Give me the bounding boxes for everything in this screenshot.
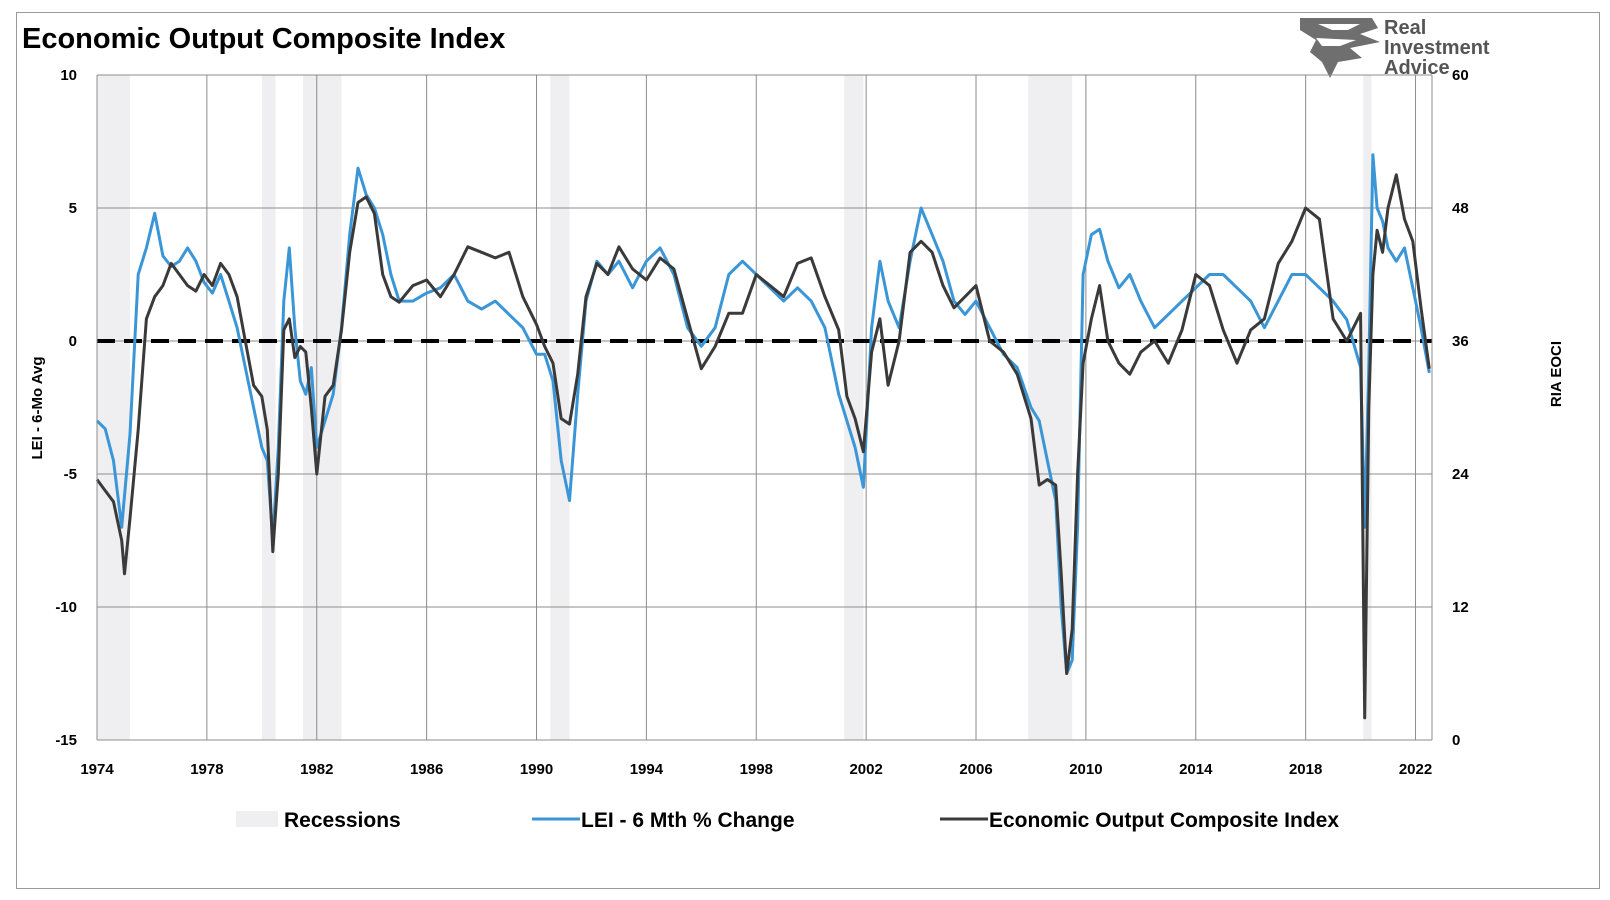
recession-bands [97, 75, 1372, 740]
y-tick-left-label: -10 [55, 599, 77, 616]
x-tick-label: 2010 [1069, 761, 1102, 778]
logo-text-line2: Investment [1384, 37, 1490, 59]
axes: 10 5 0 -5 -10 -15 60 48 36 24 12 0 1974 1978 1982 1986 1… [55, 67, 1469, 778]
y-tick-left-label: -5 [64, 466, 77, 483]
y-tick-right-label: 36 [1452, 333, 1469, 350]
y-tick-right-label: 48 [1452, 200, 1469, 217]
legend-label-recessions: Recessions [284, 809, 401, 832]
logo-text-line3: Advice [1384, 57, 1450, 79]
chart-title: Economic Output Composite Index [22, 23, 505, 55]
y-tick-left-label: 5 [69, 200, 77, 217]
legend-item-eoci[interactable]: Economic Output Composite Index [940, 809, 1339, 832]
y-tick-left-label: 0 [69, 333, 77, 350]
recession-band-0 [97, 75, 130, 740]
x-tick-label: 1990 [520, 761, 553, 778]
x-tick-label: 2022 [1399, 761, 1432, 778]
legend-label-lei: LEI - 6 Mth % Change [581, 809, 795, 832]
y-tick-right-label: 12 [1452, 599, 1469, 616]
x-tick-label: 1982 [300, 761, 333, 778]
x-tick-label: 2002 [849, 761, 882, 778]
y-axis-right-title: RIA EOCI [1548, 341, 1565, 407]
x-tick-label: 2006 [959, 761, 992, 778]
eagle-head-icon [1300, 18, 1380, 78]
legend-label-eoci: Economic Output Composite Index [989, 809, 1339, 832]
x-tick-label: 1974 [80, 761, 114, 778]
legend-swatch-recessions [236, 811, 278, 827]
x-tick-label: 2018 [1289, 761, 1322, 778]
y-tick-left-label: 10 [60, 67, 77, 84]
y-axis-left-title: LEI - 6-Mo Avg [29, 356, 46, 459]
legend-item-recessions[interactable]: Recessions [236, 809, 401, 832]
y-tick-right-label: 0 [1452, 732, 1460, 749]
x-tick-label: 1998 [740, 761, 773, 778]
series-lines [95, 153, 1431, 720]
x-tick-label: 1994 [630, 761, 664, 778]
gridlines [96, 74, 1432, 741]
y-tick-left-label: -15 [55, 732, 77, 749]
y-tick-right-label: 24 [1452, 466, 1469, 483]
x-tick-label: 1978 [190, 761, 223, 778]
legend: Recessions LEI - 6 Mth % Change Economic… [236, 809, 1339, 832]
x-tick-label: 2014 [1179, 761, 1213, 778]
series-line-lei [95, 153, 1431, 675]
x-tick-label: 1986 [410, 761, 443, 778]
series-line-eoci [95, 173, 1431, 720]
legend-item-lei[interactable]: LEI - 6 Mth % Change [532, 809, 795, 832]
recession-band-2 [303, 75, 342, 740]
recession-band-1 [261, 75, 276, 740]
brand-logo: Real Investment Advice [1300, 17, 1490, 79]
logo-text-line1: Real [1384, 17, 1426, 39]
recession-band-4 [844, 75, 864, 740]
y-tick-right-label: 60 [1452, 67, 1469, 84]
